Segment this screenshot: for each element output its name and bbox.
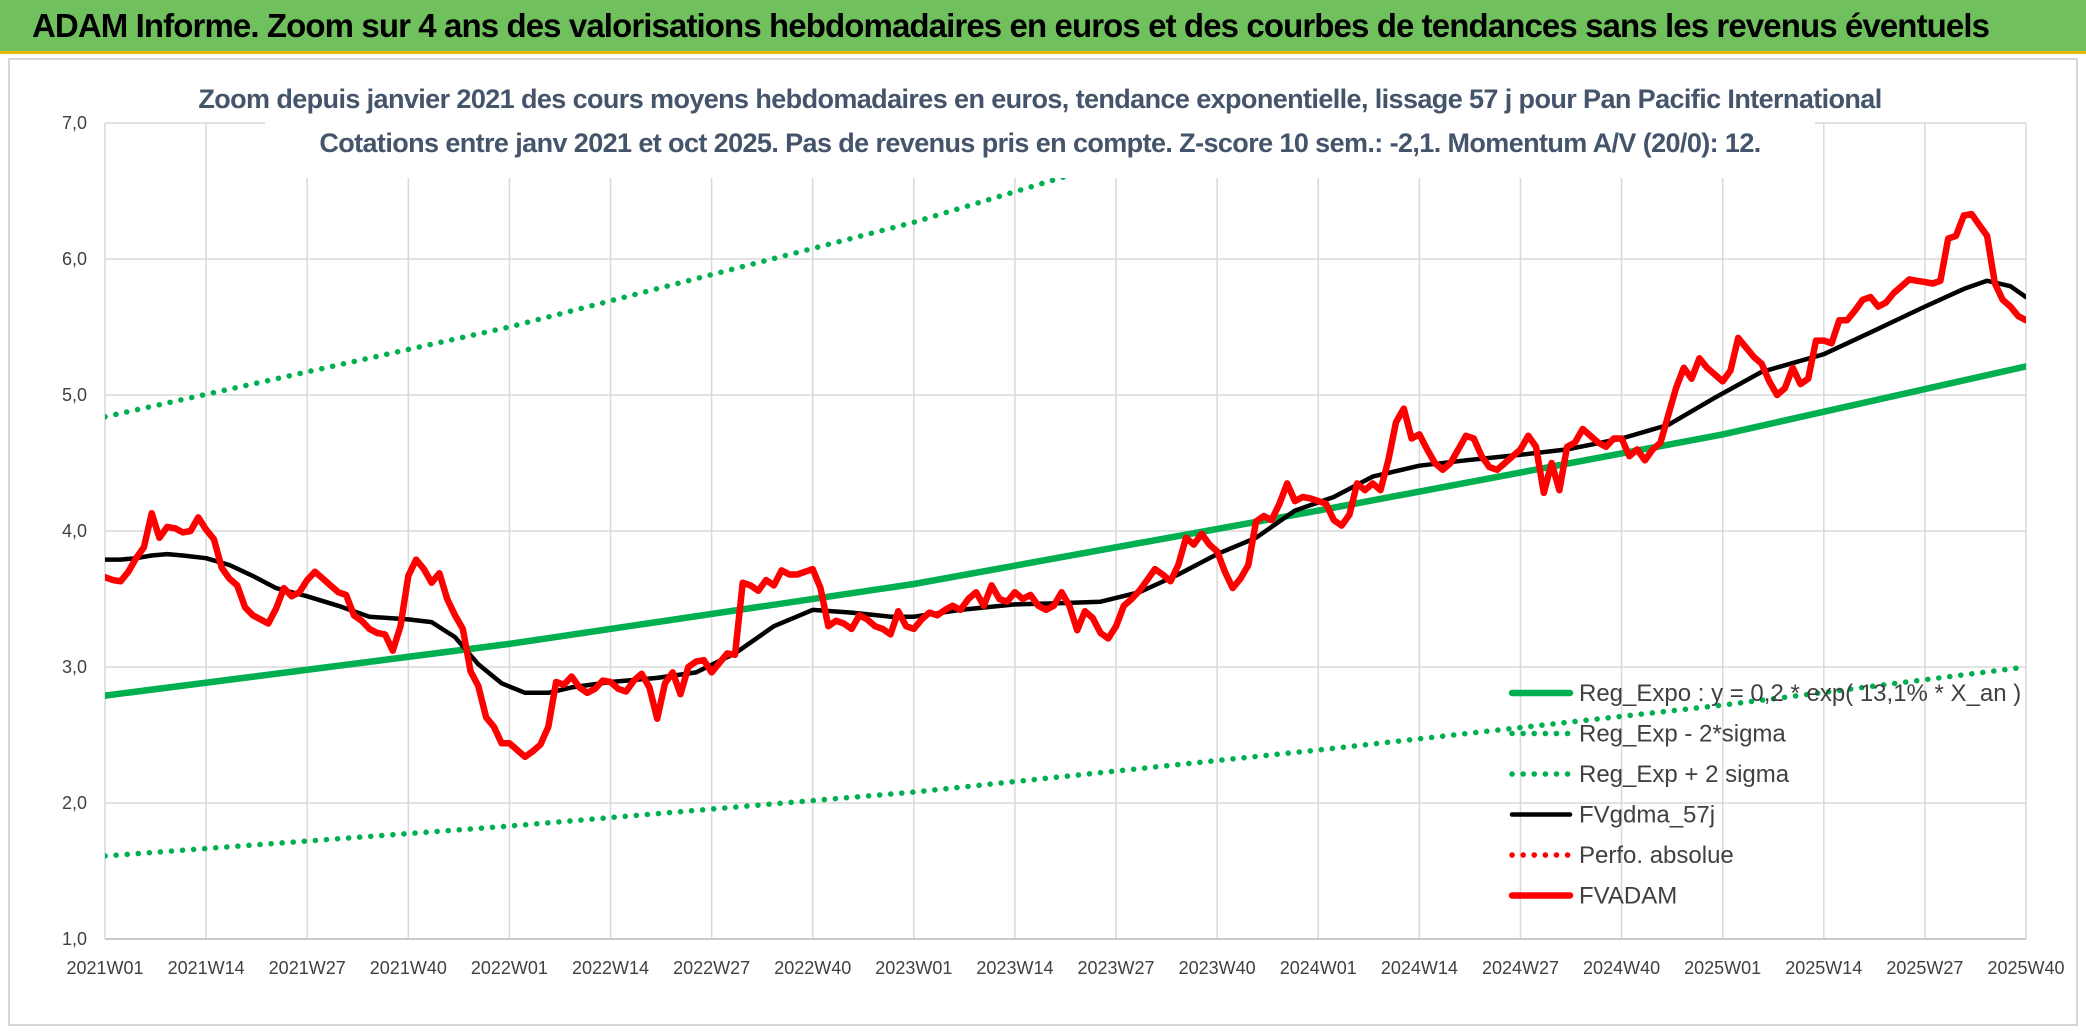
y-tick-label: 1,0	[62, 929, 87, 949]
report-banner: ADAM Informe. Zoom sur 4 ans des valoris…	[0, 0, 2086, 54]
series-line-reg-expo	[105, 363, 2026, 699]
x-tick-label: 2022W40	[774, 958, 851, 978]
y-tick-label: 5,0	[62, 385, 87, 405]
grid-layer	[104, 122, 2027, 940]
y-tick-label: 4,0	[62, 521, 87, 541]
legend-label: Reg_Expo : y = 0,2 * exp( 13,1% * X_an )	[1579, 680, 2021, 707]
x-tick-label: 2023W40	[1179, 958, 1256, 978]
legend-label: Reg_Exp - 2*sigma	[1579, 721, 1786, 748]
x-tick-label: 2022W14	[572, 958, 649, 978]
y-tick-label: 2,0	[62, 793, 87, 813]
x-tick-label: 2024W40	[1583, 958, 1660, 978]
x-tick-label: 2025W27	[1886, 958, 1963, 978]
x-tick-label: 2021W27	[269, 958, 346, 978]
legend: Reg_Expo : y = 0,2 * exp( 13,1% * X_an )…	[1508, 680, 2021, 910]
series-line-fvadam	[105, 210, 2026, 761]
axis-layer: 1,0 2,0 3,0 4,0 5,0 6,0 7,0 2021W01 2021W14 2021W…	[62, 113, 2065, 978]
x-tick-label: 2023W14	[976, 958, 1053, 978]
x-tick-label: 2021W14	[168, 958, 245, 978]
x-tick-label: 2021W40	[370, 958, 447, 978]
series-line-reg-exp	[105, 664, 2026, 859]
report-title: ADAM Informe. Zoom sur 4 ans des valoris…	[32, 7, 1990, 44]
chart-title: Zoom depuis janvier 2021 des cours moyen…	[198, 84, 1881, 114]
chart-subtitle: Cotations entre janv 2021 et oct 2025. P…	[319, 128, 1760, 158]
x-tick-label: 2023W01	[875, 958, 952, 978]
x-tick-label: 2024W01	[1280, 958, 1357, 978]
x-tick-label: 2025W01	[1684, 958, 1761, 978]
legend-label: FVADAM	[1579, 883, 1677, 910]
x-tick-label: 2024W14	[1381, 958, 1458, 978]
x-tick-label: 2021W01	[66, 958, 143, 978]
title-backdrop	[265, 80, 1815, 178]
x-tick-label: 2022W01	[471, 958, 548, 978]
y-tick-label: 7,0	[62, 113, 87, 133]
legend-label: Perfo. absolue	[1579, 842, 1734, 869]
legend-label: FVgdma_57j	[1579, 802, 1715, 829]
x-tick-label: 2023W27	[1078, 958, 1155, 978]
chart-frame	[8, 58, 2078, 1026]
legend-label: Reg_Exp + 2 sigma	[1579, 761, 1790, 788]
y-tick-label: 3,0	[62, 657, 87, 677]
series-line-reg-exp	[105, 123, 1241, 420]
y-tick-label: 6,0	[62, 249, 87, 269]
x-tick-label: 2022W27	[673, 958, 750, 978]
x-tick-label: 2025W14	[1785, 958, 1862, 978]
x-tick-label: 2025W40	[1987, 958, 2064, 978]
x-tick-label: 2024W27	[1482, 958, 1559, 978]
